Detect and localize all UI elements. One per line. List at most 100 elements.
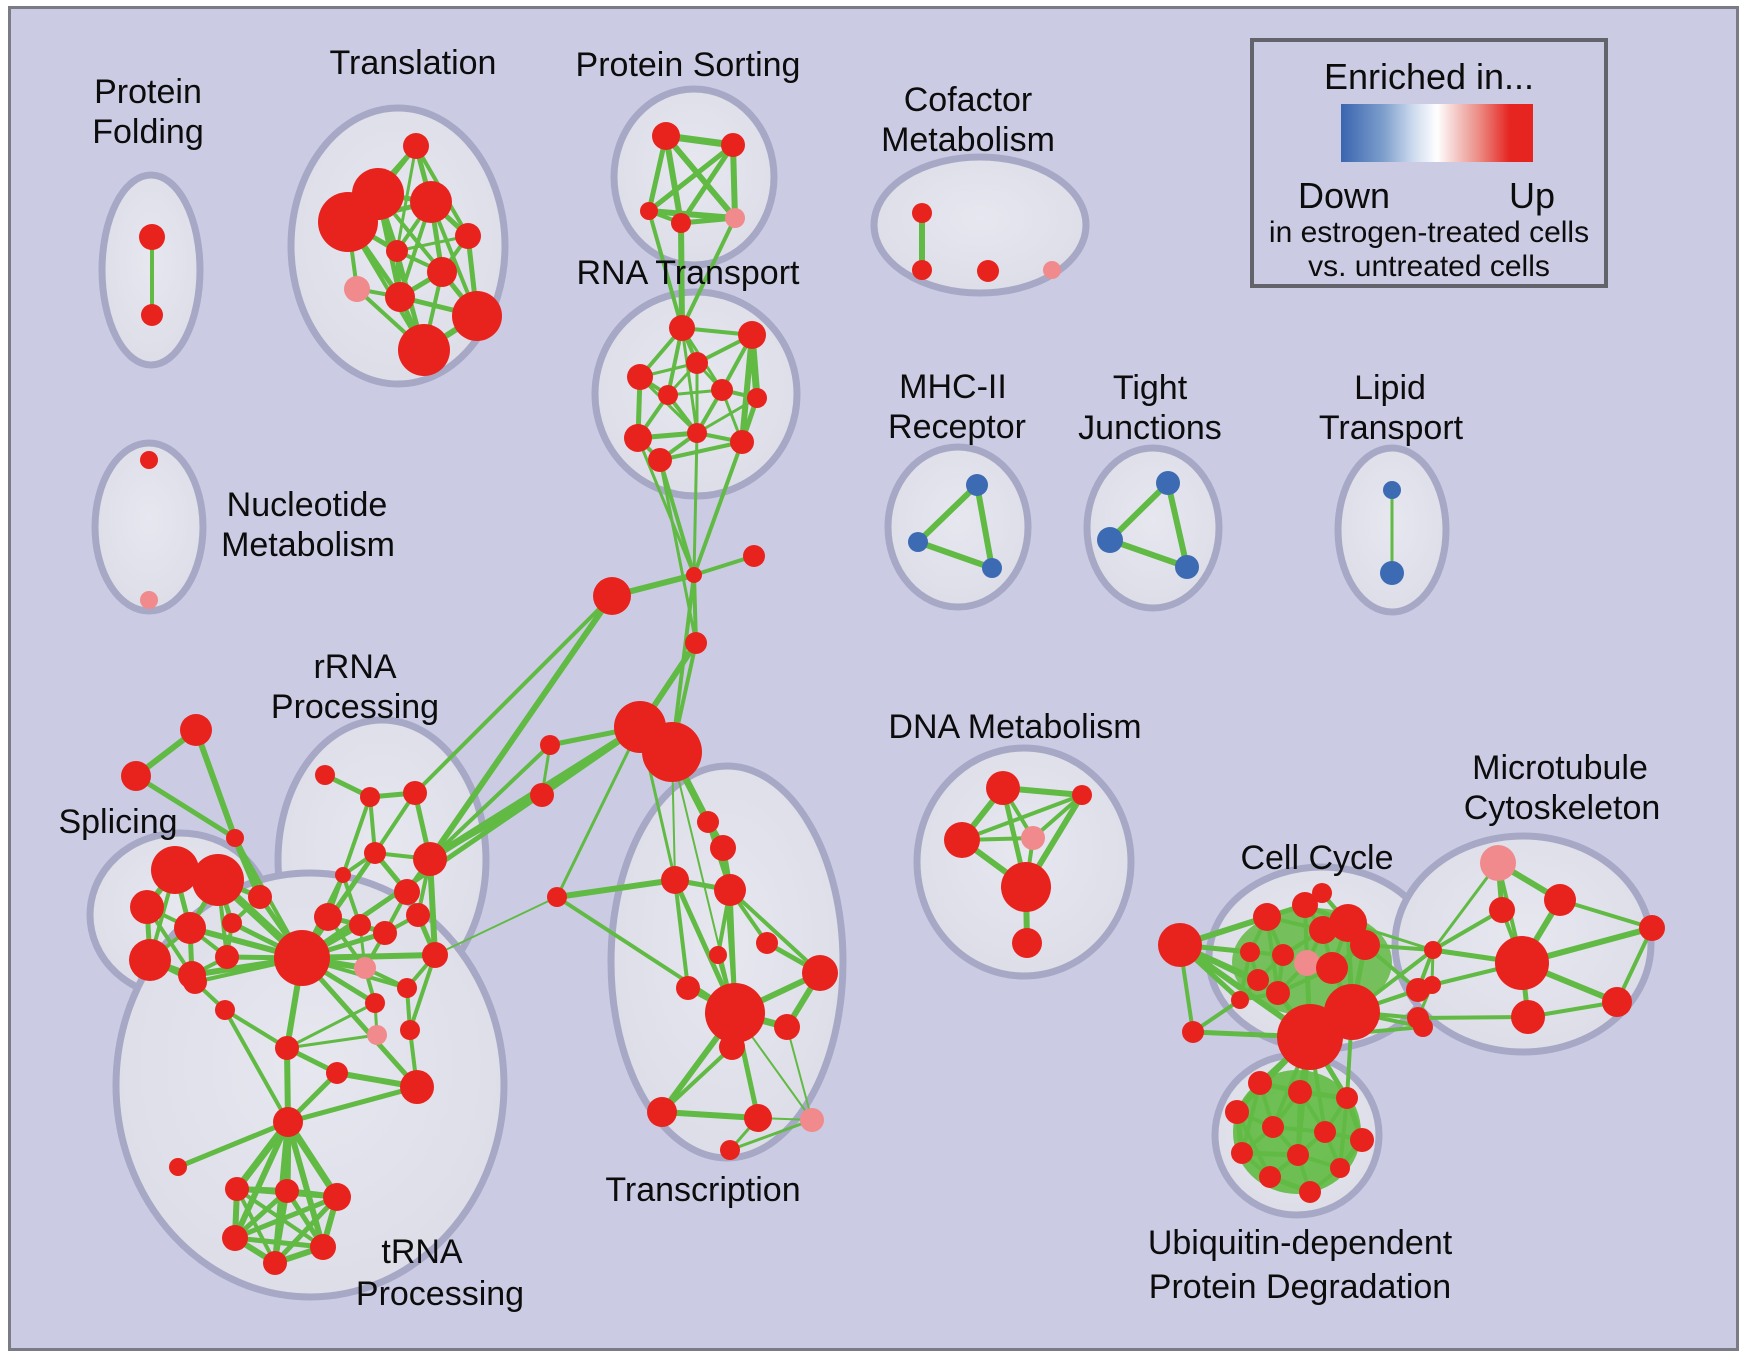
legend-gradient-bar <box>1341 104 1533 162</box>
node-m8 <box>1423 976 1441 994</box>
node-nm2 <box>140 591 158 609</box>
node-tc7 <box>676 976 700 1000</box>
edge <box>555 725 642 899</box>
node-b1 <box>540 735 560 755</box>
node-rt8 <box>624 424 652 452</box>
node-q4 <box>400 1070 434 1104</box>
node-x2 <box>1182 1021 1204 1043</box>
edge <box>974 482 995 571</box>
edge <box>272 1194 340 1266</box>
cluster-label-nucleotide-metabolism: Nucleotide <box>227 486 388 524</box>
node-d5 <box>1001 862 1051 912</box>
edge <box>427 593 615 862</box>
node-tr1 <box>180 714 212 746</box>
edge <box>373 791 417 855</box>
node-tc12 <box>647 1097 677 1127</box>
edge <box>554 877 678 900</box>
node-c6 <box>1272 944 1294 966</box>
cluster-label-lipid-transport: Lipid <box>1354 369 1426 407</box>
edge <box>272 1188 290 1266</box>
node-rt9 <box>687 423 707 443</box>
node-d3 <box>944 822 980 858</box>
node-c4 <box>1309 916 1337 944</box>
node-t10 <box>452 291 502 341</box>
edge <box>133 773 238 841</box>
cluster-label-trna-processing: tRNA <box>381 1233 463 1271</box>
node-b3 <box>547 887 567 907</box>
edge <box>692 431 699 577</box>
node-b2 <box>530 783 554 807</box>
edge <box>660 1045 734 1114</box>
legend-caption-line2: vs. untreated cells <box>1308 250 1550 283</box>
node-s6 <box>129 939 171 981</box>
edge <box>235 1187 277 1265</box>
node-rt11 <box>648 448 672 472</box>
cluster-label-ubiquitin-dependent-protein-degradation: Ubiquitin-dependent <box>1148 1224 1453 1262</box>
node-k1 <box>225 1177 249 1201</box>
node-cf4 <box>1043 261 1061 279</box>
edge <box>658 458 696 577</box>
node-sph <box>274 930 330 986</box>
node-h4 <box>1324 984 1380 1040</box>
node-u10 <box>1330 1158 1350 1178</box>
node-rt5 <box>711 379 733 401</box>
node-rt4 <box>686 352 708 374</box>
edge <box>663 133 684 226</box>
cluster-label-lipid-transport: Transport <box>1319 409 1464 447</box>
cluster-label-rna-transport: RNA Transport <box>577 254 801 292</box>
edge <box>636 436 696 577</box>
cluster-label-translation: Translation <box>330 44 497 82</box>
node-h2 <box>642 722 702 782</box>
node-s8 <box>248 885 272 909</box>
node-m9 <box>1407 1007 1429 1029</box>
nodes-layer <box>121 122 1665 1275</box>
edge <box>659 1109 761 1121</box>
cluster-label-protein-folding: Folding <box>92 113 204 151</box>
node-t8 <box>344 276 370 302</box>
node-t9 <box>385 282 415 312</box>
node-t11 <box>398 324 450 376</box>
node-ps3 <box>640 202 658 220</box>
node-tc4 <box>714 874 746 906</box>
node-m3 <box>1489 897 1515 923</box>
edge <box>285 1084 420 1125</box>
node-t7 <box>427 257 457 287</box>
cluster-label-ubiquitin-dependent-protein-degradation: Protein Degradation <box>1149 1268 1451 1306</box>
node-s3 <box>130 890 164 924</box>
edge <box>646 142 736 214</box>
node-r1 <box>315 765 335 785</box>
node-u1 <box>1248 1071 1272 1095</box>
node-m4 <box>1495 936 1549 990</box>
node-d2 <box>1072 785 1092 805</box>
cluster-label-cell-cycle: Cell Cycle <box>1240 839 1393 877</box>
edge <box>1431 908 1504 952</box>
node-t3 <box>318 192 378 252</box>
edge <box>1558 898 1654 930</box>
node-cf2 <box>912 260 932 280</box>
cluster-label-mhc-ii-receptor: MHC-II <box>899 368 1007 406</box>
node-lt1 <box>1383 481 1401 499</box>
node-ps2 <box>721 133 745 157</box>
node-mh3 <box>982 558 1002 578</box>
node-r14 <box>365 993 385 1013</box>
cluster-label-splicing: Splicing <box>58 803 177 841</box>
node-r13 <box>397 978 417 998</box>
node-rt1 <box>669 315 695 341</box>
edge <box>193 727 238 841</box>
edge <box>223 1008 289 1050</box>
cluster-ellipse-mhc-ii-receptor <box>884 443 1032 611</box>
node-u5 <box>1262 1116 1284 1138</box>
node-pf1 <box>139 224 165 250</box>
node-rt3 <box>627 364 653 390</box>
edge <box>175 1119 291 1170</box>
node-r5 <box>413 842 447 876</box>
node-m5 <box>1602 987 1632 1017</box>
cluster-label-dna-metabolism: DNA Metabolism <box>888 708 1141 746</box>
node-c14 <box>1312 883 1332 903</box>
node-tc8 <box>802 955 838 991</box>
node-m10 <box>1639 915 1665 941</box>
node-s10 <box>183 970 207 994</box>
node-tc5 <box>756 932 778 954</box>
node-r12 <box>354 957 376 979</box>
